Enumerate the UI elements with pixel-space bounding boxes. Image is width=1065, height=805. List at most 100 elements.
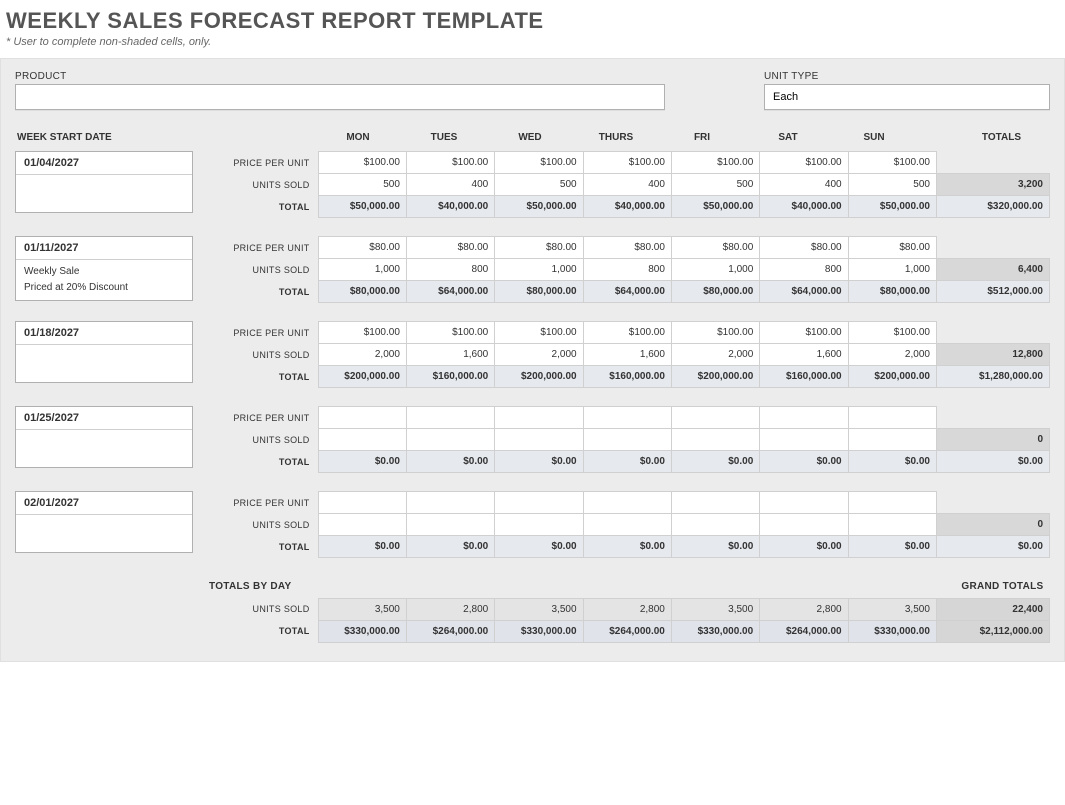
week-date-box[interactable]: 01/18/2027 [15,321,193,383]
week-notes[interactable] [16,345,192,353]
total-total-cell: $512,000.00 [936,281,1049,303]
price-cell[interactable] [495,407,583,429]
price-cell[interactable]: $80.00 [318,237,406,259]
units-cell[interactable] [671,429,759,451]
week-date-box[interactable]: 01/11/2027Weekly SalePriced at 20% Disco… [15,236,193,301]
units-cell[interactable]: 500 [495,174,583,196]
units-cell[interactable]: 400 [406,174,494,196]
units-cell[interactable] [583,429,671,451]
price-cell[interactable] [406,407,494,429]
units-cell[interactable]: 1,000 [671,259,759,281]
week-notes[interactable] [16,515,192,523]
price-cell[interactable]: $100.00 [318,322,406,344]
units-cell[interactable]: 2,000 [318,344,406,366]
header-week-start: WEEK START DATE [15,128,203,147]
price-cell[interactable]: $100.00 [583,322,671,344]
price-cell[interactable]: $80.00 [671,237,759,259]
price-cell[interactable] [318,492,406,514]
units-cell[interactable] [760,429,848,451]
units-cell[interactable]: 400 [583,174,671,196]
units-cell[interactable] [848,514,936,536]
units-cell[interactable] [760,514,848,536]
price-cell[interactable]: $100.00 [583,152,671,174]
price-cell[interactable]: $100.00 [760,152,848,174]
price-cell[interactable] [848,407,936,429]
week-date-box[interactable]: 01/25/2027 [15,406,193,468]
price-cell[interactable]: $100.00 [406,152,494,174]
price-cell[interactable]: $100.00 [671,322,759,344]
units-cell[interactable] [406,514,494,536]
price-cell[interactable]: $80.00 [406,237,494,259]
units-cell[interactable]: 500 [671,174,759,196]
table-row: UNITS SOLD0 [203,514,1050,536]
footer-totals: TOTALS BY DAY GRAND TOTALS UNITS SOLD 3,… [15,576,1050,643]
price-cell[interactable]: $80.00 [848,237,936,259]
units-cell[interactable]: 1,600 [760,344,848,366]
units-cell[interactable]: 1,000 [848,259,936,281]
units-cell[interactable]: 1,600 [583,344,671,366]
price-cell[interactable]: $80.00 [495,237,583,259]
price-cell[interactable]: $100.00 [495,152,583,174]
units-cell[interactable] [495,429,583,451]
units-total-cell: 6,400 [936,259,1049,281]
price-total-cell [936,152,1049,174]
week-date-box[interactable]: 01/04/2027 [15,151,193,213]
units-cell[interactable] [848,429,936,451]
total-cell: $160,000.00 [406,366,494,388]
week-notes[interactable]: Weekly SalePriced at 20% Discount [16,260,192,300]
price-total-cell [936,237,1049,259]
price-cell[interactable]: $100.00 [760,322,848,344]
price-cell[interactable]: $100.00 [406,322,494,344]
units-cell[interactable]: 2,000 [848,344,936,366]
price-cell[interactable]: $100.00 [495,322,583,344]
price-cell[interactable] [671,407,759,429]
total-total-cell: $0.00 [936,536,1049,558]
units-cell[interactable]: 500 [848,174,936,196]
total-cell: $40,000.00 [583,196,671,218]
week-date-box[interactable]: 02/01/2027 [15,491,193,553]
price-cell[interactable]: $80.00 [583,237,671,259]
table-row: TOTAL$50,000.00$40,000.00$50,000.00$40,0… [203,196,1050,218]
units-cell[interactable]: 400 [760,174,848,196]
total-cell: $80,000.00 [671,281,759,303]
units-cell[interactable] [583,514,671,536]
units-cell[interactable] [318,514,406,536]
units-cell[interactable] [318,429,406,451]
price-cell[interactable] [671,492,759,514]
header-thurs: THURS [573,128,659,147]
price-cell[interactable] [583,492,671,514]
units-cell[interactable]: 800 [760,259,848,281]
units-cell[interactable]: 2,000 [671,344,759,366]
units-cell[interactable]: 800 [583,259,671,281]
units-cell[interactable]: 1,000 [495,259,583,281]
units-cell[interactable] [495,514,583,536]
header-totals: TOTALS [917,128,1027,147]
price-cell[interactable] [406,492,494,514]
footer-units-row: UNITS SOLD 3,500 2,800 3,500 2,800 3,500… [203,598,1050,620]
total-cell: $64,000.00 [760,281,848,303]
units-cell[interactable] [406,429,494,451]
price-cell[interactable]: $100.00 [671,152,759,174]
price-cell[interactable]: $100.00 [848,322,936,344]
price-cell[interactable] [848,492,936,514]
week-notes[interactable] [16,175,192,183]
units-cell[interactable]: 1,000 [318,259,406,281]
price-cell[interactable] [760,407,848,429]
price-cell[interactable] [495,492,583,514]
price-cell[interactable]: $80.00 [760,237,848,259]
unit-type-input[interactable] [764,84,1050,110]
units-cell[interactable] [671,514,759,536]
price-cell[interactable] [583,407,671,429]
grand-totals-label: GRAND TOTALS [848,576,1049,598]
units-cell[interactable]: 1,600 [406,344,494,366]
total-cell: $0.00 [583,536,671,558]
units-cell[interactable]: 500 [318,174,406,196]
price-cell[interactable] [318,407,406,429]
product-input[interactable] [15,84,665,110]
units-cell[interactable]: 800 [406,259,494,281]
units-cell[interactable]: 2,000 [495,344,583,366]
price-cell[interactable]: $100.00 [318,152,406,174]
price-cell[interactable] [760,492,848,514]
week-notes[interactable] [16,430,192,438]
price-cell[interactable]: $100.00 [848,152,936,174]
